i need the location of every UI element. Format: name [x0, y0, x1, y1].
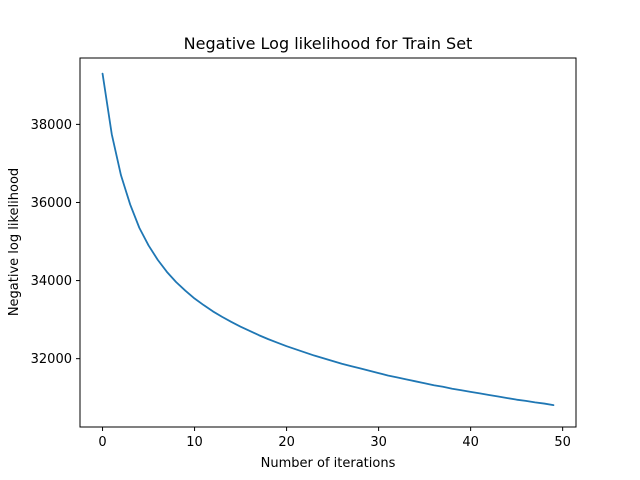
- y-tick-label: 36000: [31, 196, 72, 211]
- series-line: [101, 72, 555, 407]
- y-tick-label: 34000: [31, 274, 72, 289]
- x-tick-label: 50: [554, 435, 571, 450]
- plot-frame: [79, 57, 577, 428]
- chart-title: Negative Log likelihood for Train Set: [184, 34, 473, 53]
- x-tick-label: 40: [462, 435, 479, 450]
- y-axis-title: Negative log likelihood: [7, 168, 22, 316]
- x-tick-label: 10: [186, 435, 203, 450]
- y-axis: 32000 34000 36000 38000: [31, 118, 80, 367]
- x-tick-label: 0: [98, 435, 106, 450]
- x-tick-label: 30: [370, 435, 387, 450]
- x-axis: 0 10 20 30 40 50: [98, 427, 571, 450]
- plot-layer: [101, 72, 555, 407]
- y-tick-label: 32000: [31, 352, 72, 367]
- y-tick-label: 38000: [31, 118, 72, 133]
- x-tick-label: 20: [278, 435, 295, 450]
- x-axis-title: Number of iterations: [261, 456, 396, 471]
